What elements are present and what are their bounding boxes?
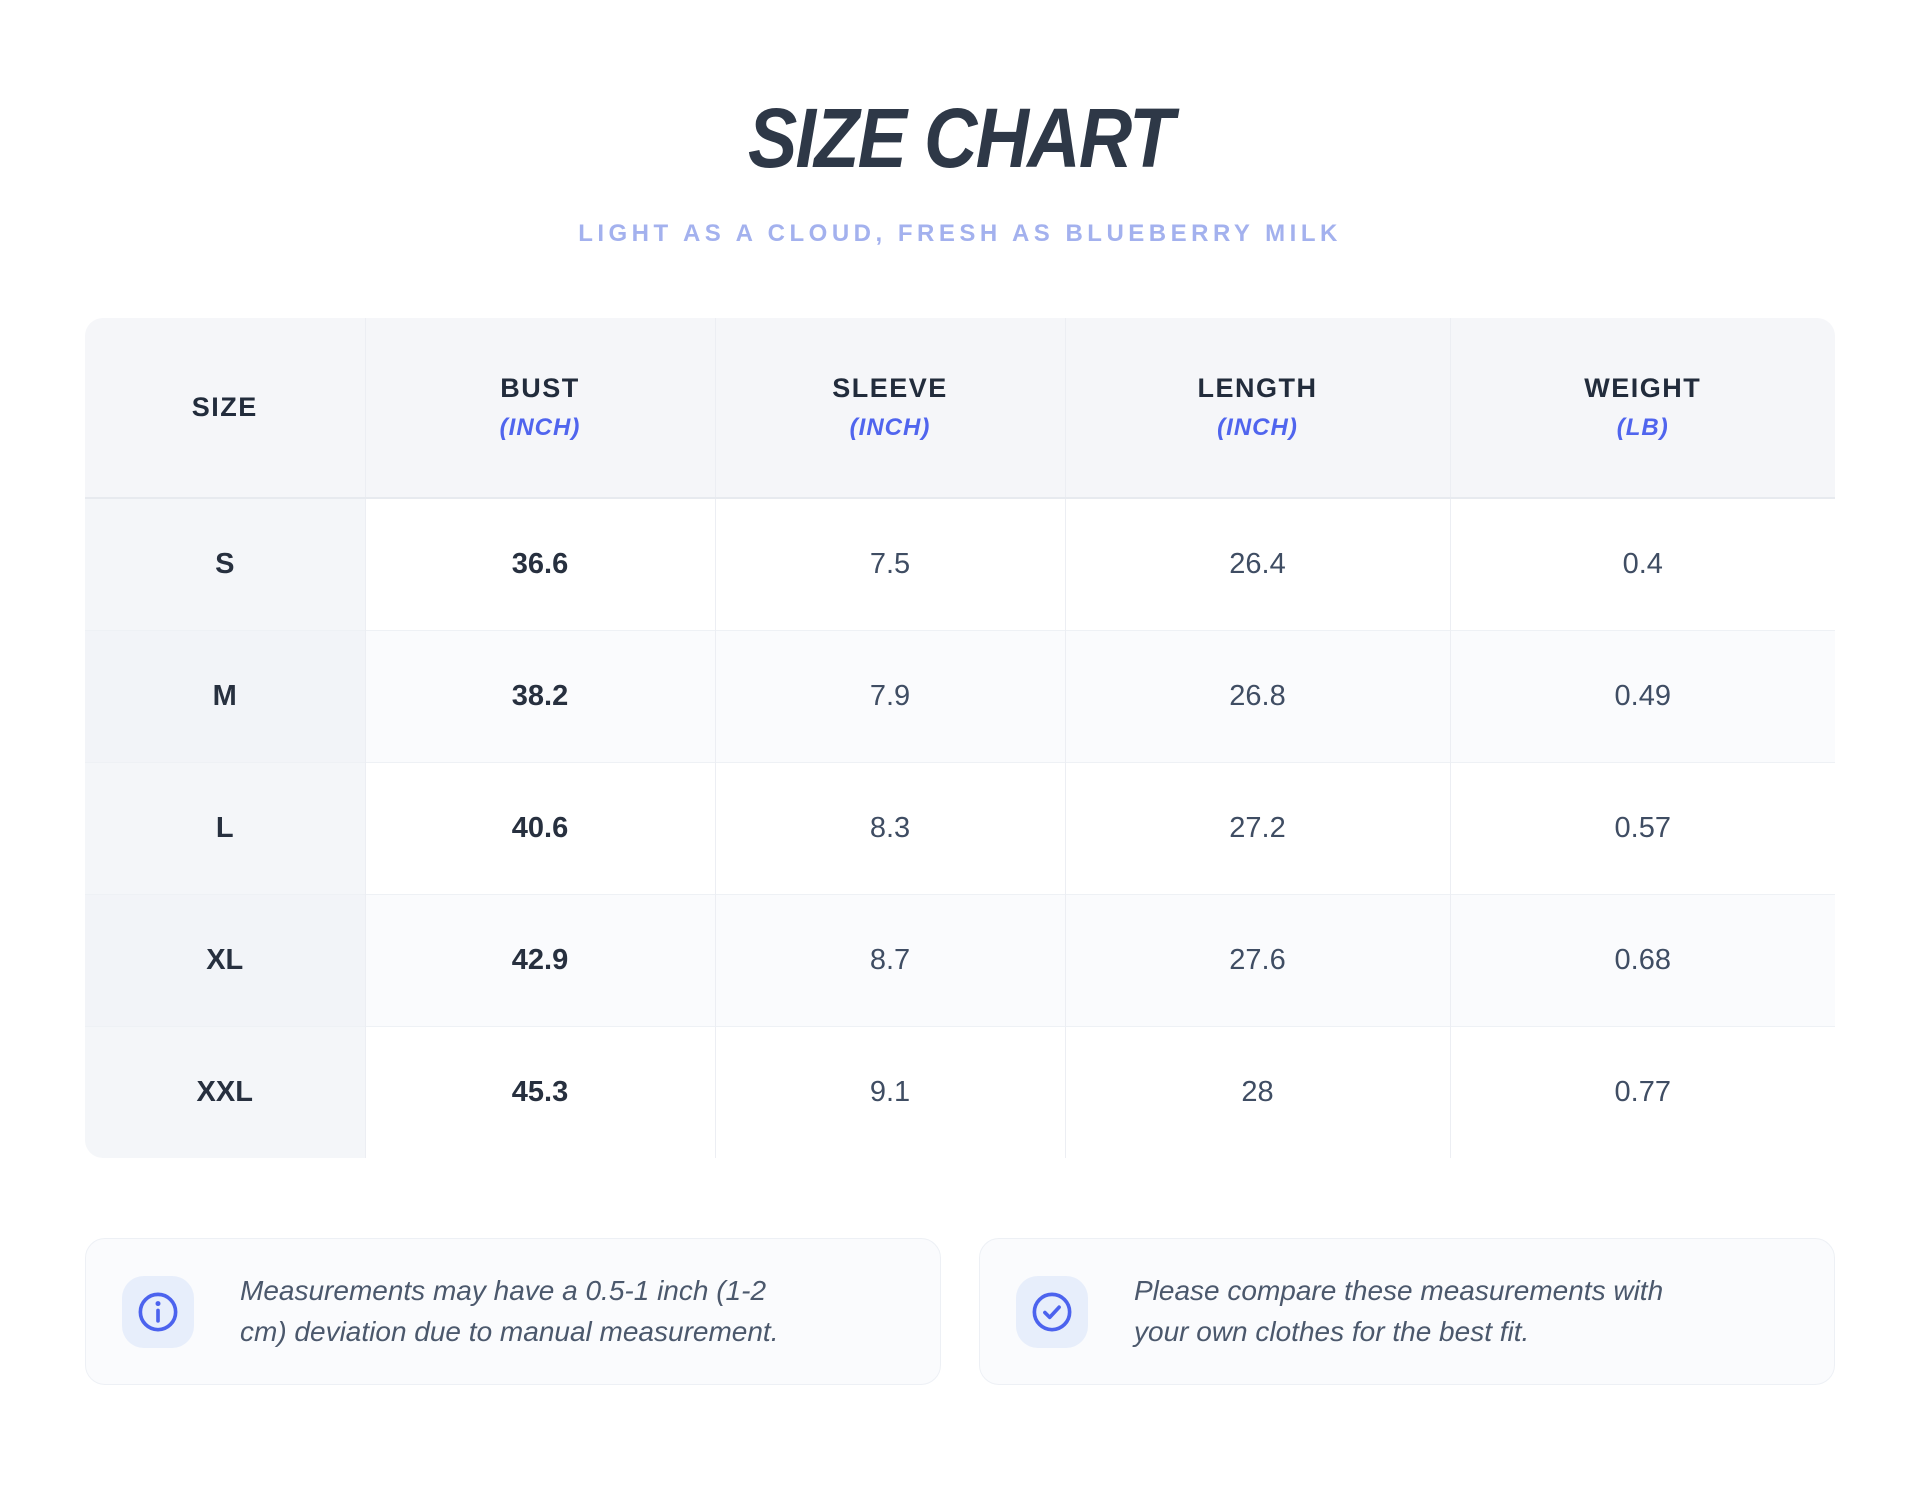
weight-value: 0.57 — [1449, 761, 1835, 894]
size-value: M — [85, 629, 365, 762]
header-row: SIZE BUST (INCH) SLEEVE (INCH) LENGTH (I… — [85, 318, 1835, 499]
table-row-l: L 40.6 8.3 27.2 0.57 — [85, 761, 1835, 894]
length-value: 27.2 — [1064, 761, 1450, 894]
column-unit: (INCH) — [1217, 414, 1298, 441]
column-unit: (LB) — [1616, 414, 1669, 441]
bust-value: 42.9 — [364, 893, 715, 1026]
size-value: XXL — [85, 1025, 365, 1158]
page-title-text: SIZE CHART — [747, 91, 1174, 185]
bust-value: 40.6 — [364, 761, 715, 894]
length-value: 26.8 — [1064, 629, 1450, 762]
check-icon-box — [1016, 1275, 1088, 1348]
bust-value: 45.3 — [364, 1025, 715, 1158]
column-unit: (INCH) — [849, 414, 931, 441]
length-value: 28 — [1064, 1025, 1450, 1158]
column-unit: (INCH) — [499, 414, 581, 441]
size-table-container: SIZE BUST (INCH) SLEEVE (INCH) LENGTH (I… — [85, 318, 1835, 1158]
weight-value: 0.49 — [1449, 629, 1835, 762]
size-value: L — [85, 761, 365, 894]
column-header-size: SIZE — [85, 318, 365, 499]
note-text: Measurements may have a 0.5-1 inch (1-2 … — [240, 1274, 779, 1347]
sleeve-value: 7.5 — [714, 498, 1065, 630]
note-text: Please compare these measurements with y… — [1134, 1274, 1664, 1347]
size-value: XL — [85, 893, 365, 1026]
size-chart-page: SIZE CHART LIGHT AS A CLOUD, FRESH AS BL… — [85, 96, 1835, 1385]
length-value: 26.4 — [1064, 498, 1450, 630]
column-label: BUST — [500, 373, 580, 403]
sleeve-value: 9.1 — [714, 1025, 1065, 1158]
sleeve-value: 8.3 — [714, 761, 1065, 894]
note-compare-fit: Please compare these measurements with y… — [979, 1238, 1835, 1385]
sleeve-value: 8.7 — [714, 893, 1065, 1026]
size-chart-table: SIZE BUST (INCH) SLEEVE (INCH) LENGTH (I… — [85, 318, 1835, 1158]
column-label: WEIGHT — [1584, 373, 1702, 403]
size-value: S — [85, 498, 365, 630]
table-row-s: S 36.6 7.5 26.4 0.4 — [85, 498, 1835, 630]
note-measurement-deviation: Measurements may have a 0.5-1 inch (1-2 … — [85, 1238, 941, 1385]
table-row-xxl: XXL 45.3 9.1 28 0.77 — [85, 1025, 1835, 1158]
column-header-sleeve: SLEEVE (INCH) — [714, 318, 1065, 499]
table-header: SIZE BUST (INCH) SLEEVE (INCH) LENGTH (I… — [85, 318, 1835, 499]
info-icon-box — [122, 1275, 194, 1348]
page-title: SIZE CHART — [85, 96, 1835, 180]
bust-value: 38.2 — [364, 629, 715, 762]
column-label: LENGTH — [1197, 373, 1318, 403]
column-label: SLEEVE — [832, 373, 948, 403]
column-header-length: LENGTH (INCH) — [1064, 318, 1450, 499]
footer-notes: Measurements may have a 0.5-1 inch (1-2 … — [85, 1238, 1835, 1385]
table-row-m: M 38.2 7.9 26.8 0.49 — [85, 629, 1835, 762]
weight-value: 0.4 — [1449, 498, 1835, 630]
sleeve-value: 7.9 — [714, 629, 1065, 762]
weight-value: 0.77 — [1449, 1025, 1835, 1158]
table-body: S 36.6 7.5 26.4 0.4 M 38.2 7.9 26.8 0.49… — [85, 498, 1835, 1158]
info-icon — [138, 1292, 178, 1331]
weight-value: 0.68 — [1449, 893, 1835, 1026]
bust-value: 36.6 — [364, 498, 715, 630]
check-circle-icon — [1032, 1292, 1072, 1331]
length-value: 27.6 — [1064, 893, 1450, 1026]
column-label: SIZE — [191, 392, 258, 422]
column-header-bust: BUST (INCH) — [364, 318, 715, 499]
table-row-xl: XL 42.9 8.7 27.6 0.68 — [85, 893, 1835, 1026]
column-header-weight: WEIGHT (LB) — [1449, 318, 1835, 499]
page-subtitle: LIGHT AS A CLOUD, FRESH AS BLUEBERRY MIL… — [578, 220, 1342, 247]
